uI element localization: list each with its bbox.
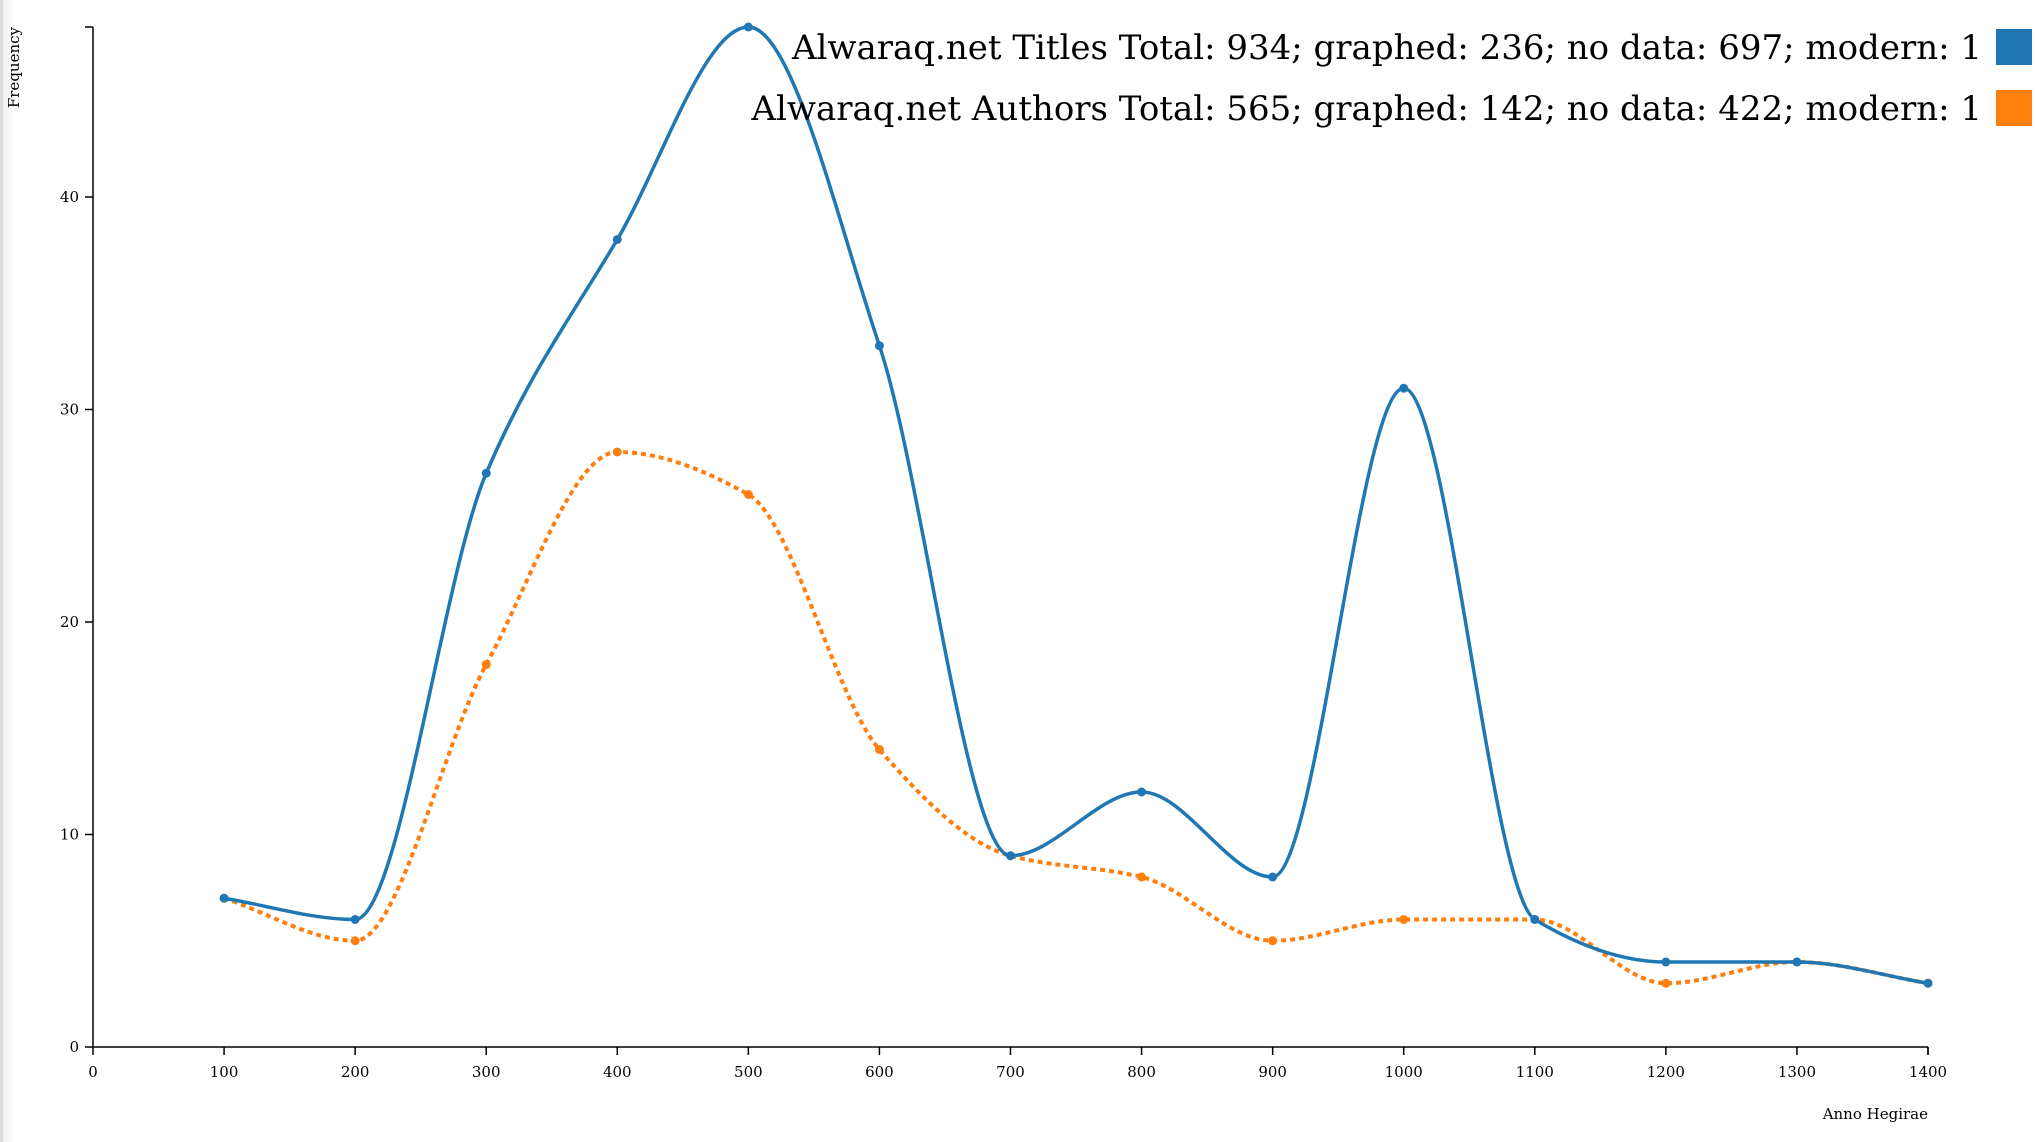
- y-tick-label: 0: [69, 1038, 79, 1056]
- x-axis-title: Anno Hegirae: [1822, 1105, 1928, 1123]
- series-line: [223, 25, 1929, 985]
- chart-series-layer: [219, 22, 1933, 988]
- x-tick-label: 300: [472, 1063, 501, 1081]
- data-point: [219, 893, 229, 903]
- page-left-shadow: [0, 0, 16, 1142]
- x-tick-label: 1200: [1647, 1063, 1685, 1081]
- x-tick-label: 0: [88, 1063, 98, 1081]
- legend-label: Alwaraq.net Titles Total: 934; graphed: …: [791, 28, 1982, 68]
- x-tick-label: 1100: [1516, 1063, 1554, 1081]
- data-point: [1399, 915, 1409, 924]
- y-tick-label: 10: [60, 826, 79, 844]
- y-tick-label: 20: [60, 613, 79, 631]
- data-point: [481, 468, 491, 478]
- x-tick-label: 400: [603, 1063, 632, 1081]
- data-point: [874, 745, 884, 754]
- series-line: [223, 450, 1929, 986]
- series-titles: [219, 22, 1933, 988]
- chart-axes: 0 100 200 300 400 500 600 700 800 900 1000 1100 1200…: [5, 26, 1947, 1123]
- x-tick-label: 100: [210, 1063, 239, 1081]
- x-tick-label: 200: [341, 1063, 370, 1081]
- legend-swatch: [1996, 29, 2032, 65]
- data-point: [1661, 978, 1671, 988]
- data-point: [743, 490, 753, 499]
- x-tick-label: 900: [1258, 1063, 1287, 1081]
- data-point: [612, 447, 622, 457]
- data-point: [612, 235, 622, 244]
- data-point: [1006, 851, 1015, 861]
- data-point: [874, 341, 884, 351]
- data-point: [1923, 978, 1933, 988]
- data-point: [350, 915, 360, 924]
- data-point: [481, 660, 491, 669]
- data-point: [1792, 957, 1802, 967]
- chart-legend: Alwaraq.net Titles Total: 934; graphed: …: [750, 28, 2032, 129]
- x-tick-label: 800: [1127, 1063, 1156, 1081]
- x-tick-label: 600: [865, 1063, 894, 1081]
- data-point: [350, 936, 360, 946]
- data-point: [1137, 787, 1147, 797]
- x-tick-label: 1300: [1778, 1063, 1816, 1081]
- x-tick-label: 1400: [1909, 1063, 1947, 1081]
- data-point: [1661, 957, 1671, 967]
- data-point: [1137, 872, 1147, 882]
- series-authors: [219, 447, 1933, 988]
- data-point: [1268, 936, 1278, 946]
- data-point: [1530, 915, 1540, 924]
- page-left-edge: [0, 0, 3, 1142]
- data-point: [1399, 383, 1409, 393]
- x-tick-label: 500: [734, 1063, 763, 1081]
- x-tick-label: 700: [996, 1063, 1025, 1081]
- y-tick-label: 40: [60, 188, 79, 206]
- legend-label: Alwaraq.net Authors Total: 565; graphed:…: [750, 89, 1982, 129]
- x-tick-label: 1000: [1385, 1063, 1423, 1081]
- legend-swatch: [1996, 90, 2032, 126]
- y-tick-label: 30: [60, 401, 79, 419]
- y-axis-title: Frequency: [5, 26, 23, 108]
- data-point: [1268, 872, 1278, 882]
- data-point: [743, 22, 753, 32]
